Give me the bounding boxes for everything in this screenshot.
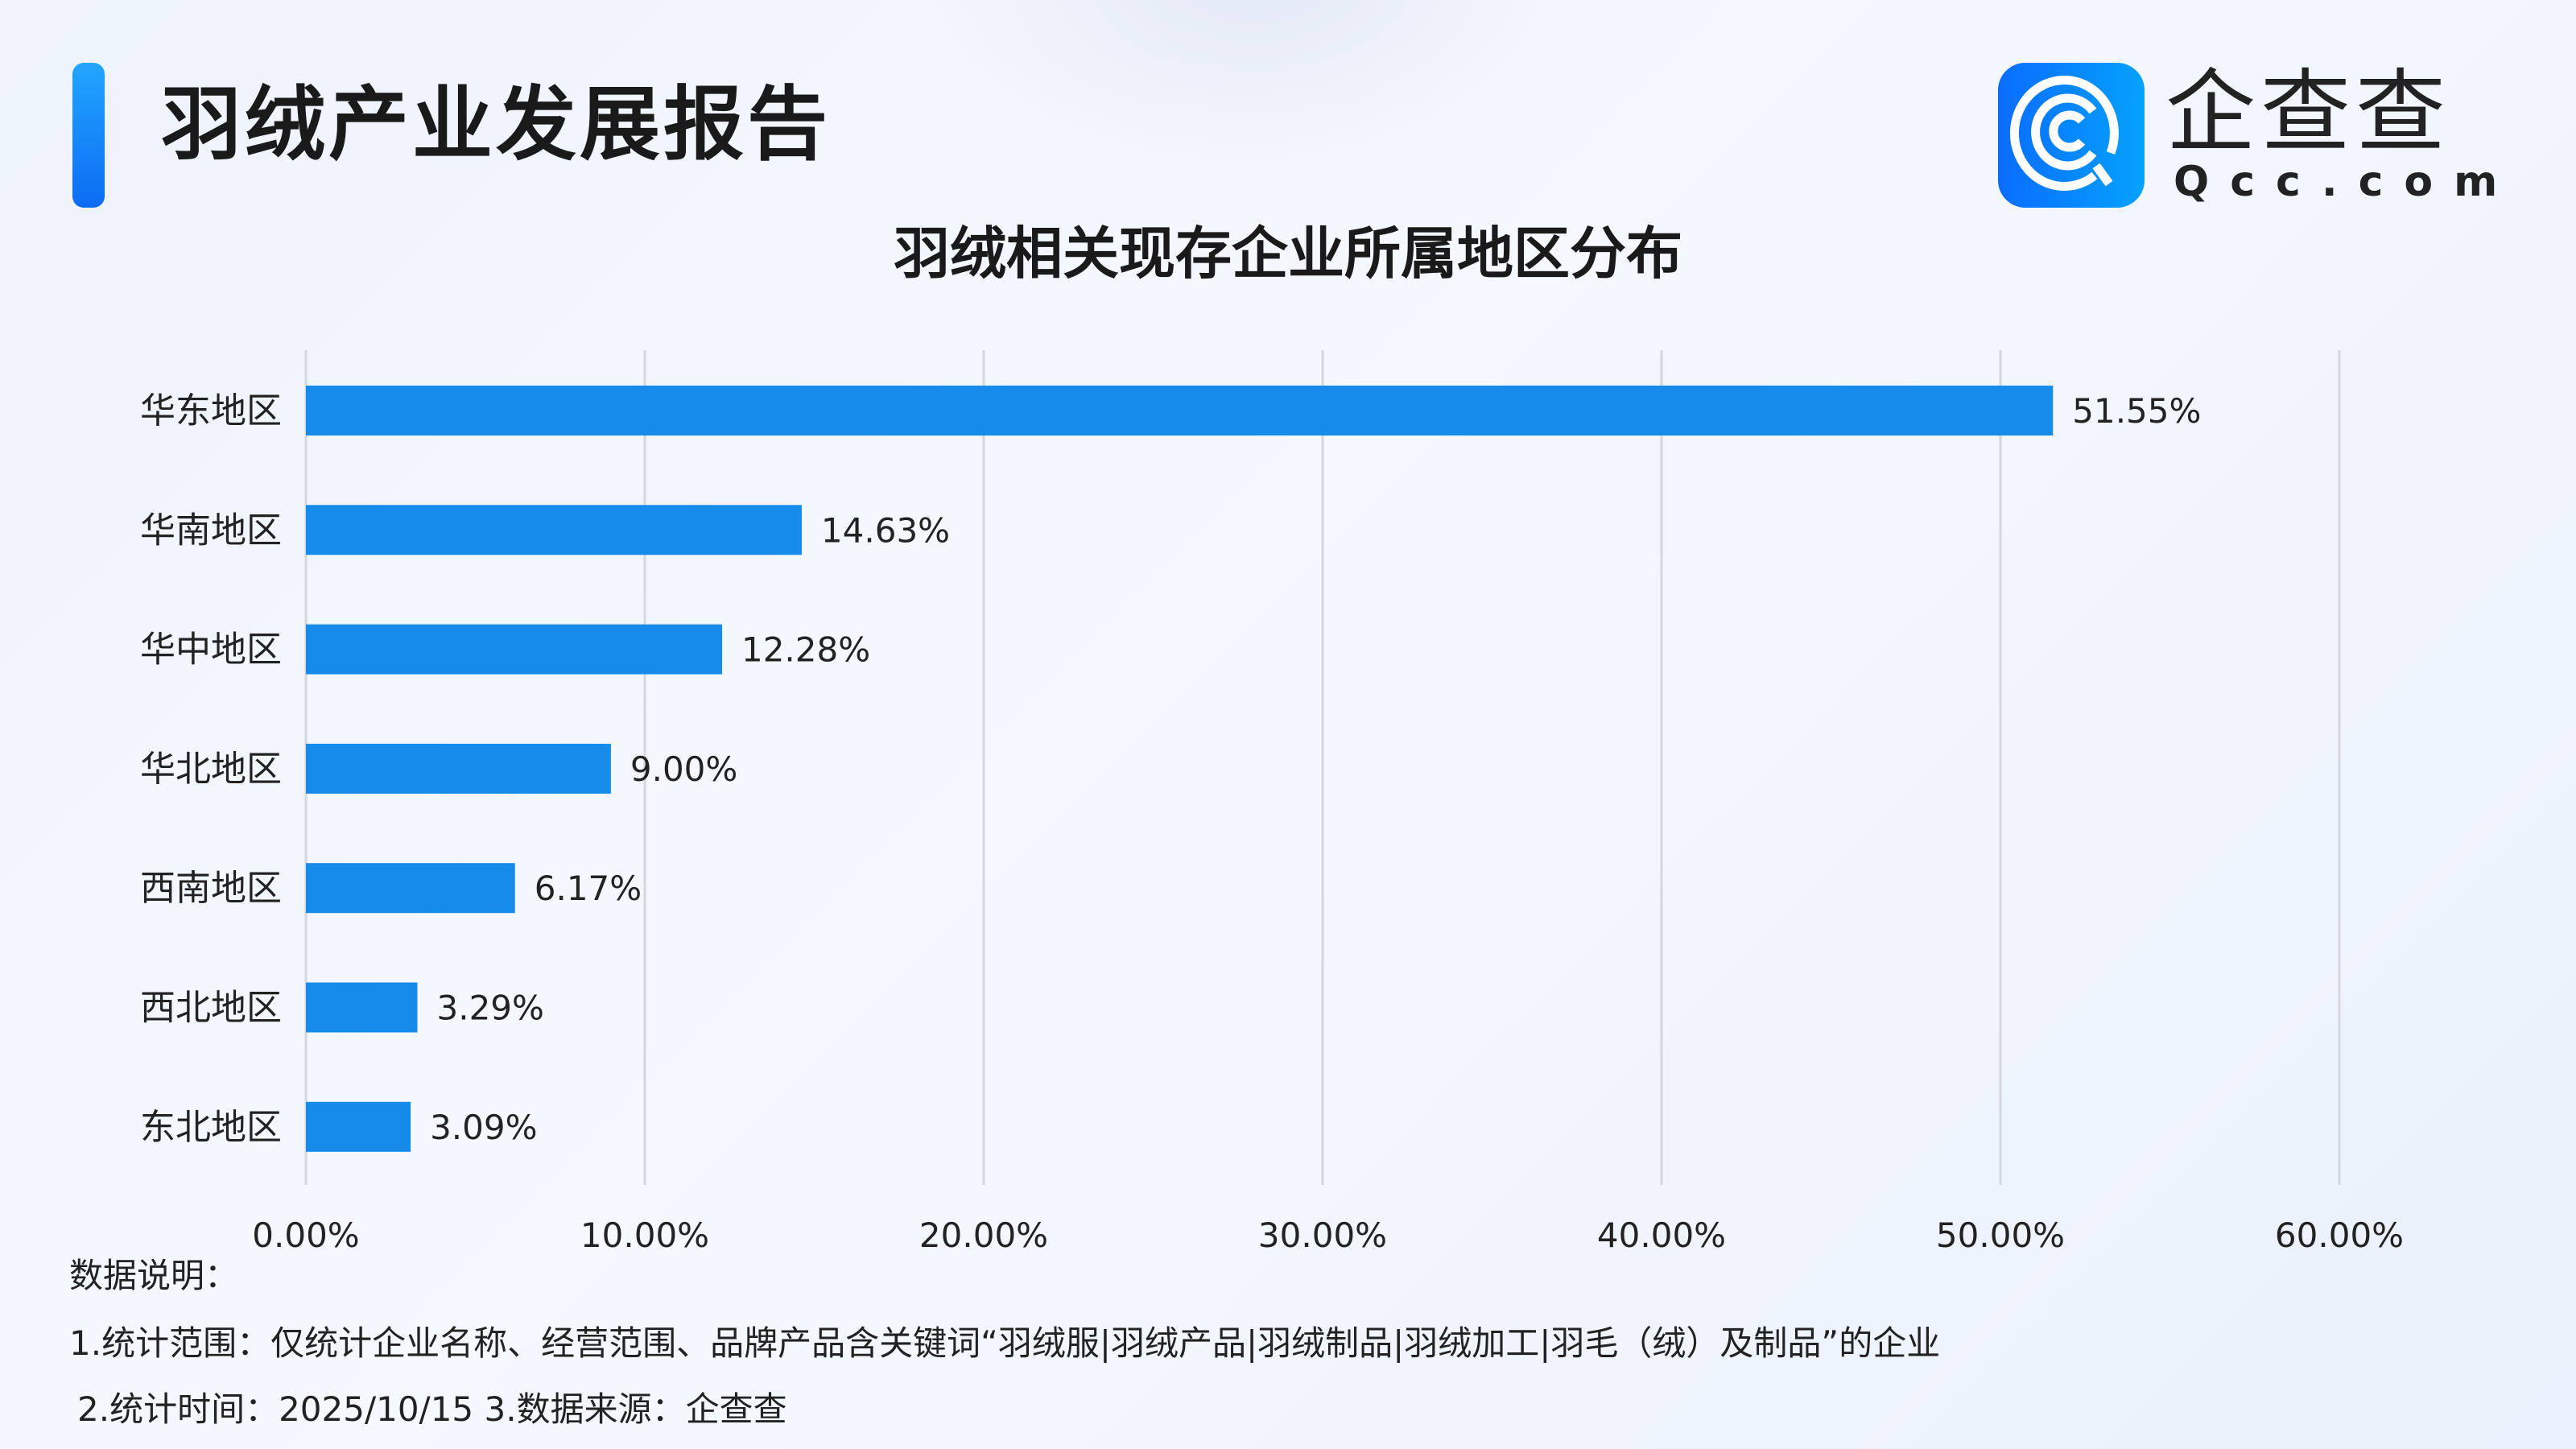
x-tick-label: 20.00% bbox=[919, 1216, 1048, 1255]
category-label: 华中地区 bbox=[140, 630, 282, 671]
notes-time-source: 2.统计时间：2025/10/15 3.数据来源：企查查 bbox=[77, 1389, 787, 1429]
category-label: 西南地区 bbox=[140, 868, 282, 909]
category-label: 东北地区 bbox=[140, 1107, 282, 1148]
x-tick-label: 30.00% bbox=[1258, 1216, 1387, 1255]
data-label: 14.63% bbox=[821, 510, 950, 550]
bar bbox=[306, 863, 515, 914]
data-label: 9.00% bbox=[630, 749, 737, 789]
data-label: 3.09% bbox=[430, 1108, 537, 1147]
data-label: 3.29% bbox=[437, 989, 544, 1028]
x-tick-label: 60.00% bbox=[2275, 1216, 2404, 1255]
x-tick-label: 50.00% bbox=[1936, 1216, 2065, 1255]
bar bbox=[306, 743, 611, 794]
data-label: 6.17% bbox=[535, 869, 642, 908]
category-label: 西北地区 bbox=[140, 988, 282, 1029]
chart-title: 羽绒相关现存企业所属地区分布 bbox=[894, 221, 1682, 287]
x-tick-label: 10.00% bbox=[580, 1216, 709, 1255]
notes-scope: 1.统计范围：仅统计企业名称、经营范围、品牌产品含关键词“羽绒服|羽绒产品|羽绒… bbox=[69, 1323, 1941, 1363]
x-tick-label: 40.00% bbox=[1597, 1216, 1726, 1255]
category-label: 华北地区 bbox=[140, 749, 282, 790]
data-label: 51.55% bbox=[2072, 391, 2201, 431]
bar bbox=[306, 386, 2054, 436]
qcc-logo-icon bbox=[1998, 63, 2145, 208]
category-label: 华南地区 bbox=[140, 510, 282, 551]
report-title: 羽绒产业发展报告 bbox=[161, 77, 831, 171]
category-label: 华东地区 bbox=[140, 390, 282, 431]
bar bbox=[306, 624, 722, 675]
x-tick-label: 0.00% bbox=[252, 1216, 359, 1255]
data-label: 12.28% bbox=[741, 630, 870, 670]
title-accent-bar bbox=[72, 63, 105, 208]
bar bbox=[306, 982, 418, 1033]
logo-text: 企查查 bbox=[2165, 60, 2450, 165]
notes-heading: 数据说明： bbox=[69, 1256, 239, 1295]
bar bbox=[306, 1101, 411, 1152]
bar bbox=[306, 505, 802, 555]
logo-domain: Qcc.com bbox=[2174, 158, 2519, 206]
